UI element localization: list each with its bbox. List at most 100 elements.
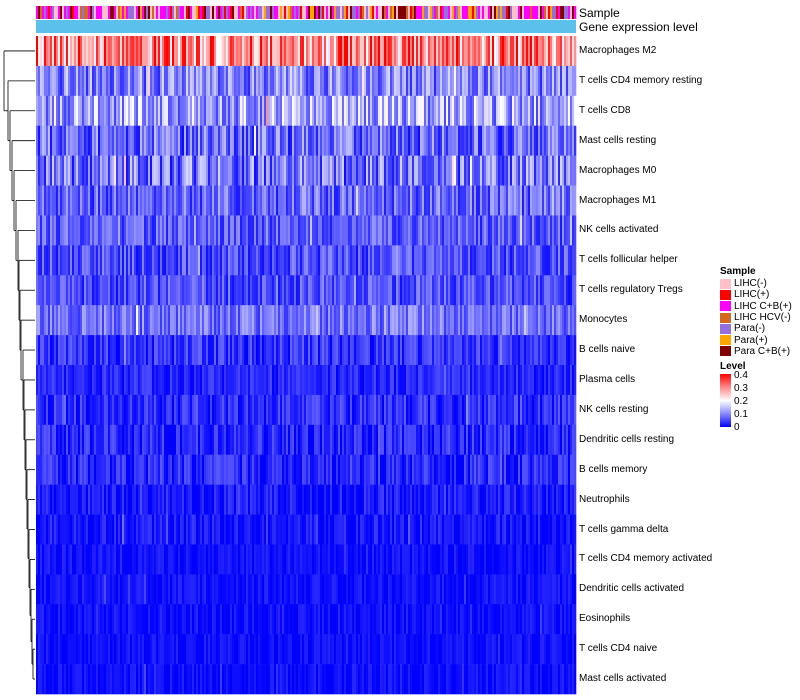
heatmap-cell bbox=[234, 155, 237, 186]
heatmap-cell bbox=[270, 544, 273, 575]
heatmap-cell bbox=[120, 36, 123, 67]
sample-annotation-cell bbox=[428, 6, 431, 19]
heatmap-cell bbox=[412, 95, 415, 127]
heatmap-cell bbox=[532, 394, 535, 426]
heatmap-cell bbox=[190, 454, 193, 485]
heatmap-cell bbox=[562, 394, 565, 426]
sample-annotation-cell bbox=[118, 6, 121, 19]
heatmap-cell bbox=[538, 424, 541, 456]
heatmap-cell bbox=[320, 155, 323, 186]
heatmap-cell bbox=[504, 275, 507, 306]
heatmap-cell bbox=[166, 185, 169, 216]
heatmap-cell bbox=[426, 185, 429, 216]
heatmap-cell bbox=[124, 65, 127, 97]
sample-annotation-cell bbox=[208, 6, 211, 19]
heatmap-cell bbox=[396, 365, 399, 396]
heatmap-cell bbox=[350, 185, 353, 216]
heatmap-cell bbox=[438, 95, 441, 127]
heatmap-cell bbox=[222, 365, 225, 396]
heatmap-cell bbox=[164, 394, 167, 426]
heatmap-cell bbox=[242, 365, 245, 396]
heatmap-cell bbox=[344, 185, 347, 216]
sample-annotation-cell bbox=[266, 6, 269, 19]
heatmap-cell bbox=[284, 185, 287, 216]
heatmap-cell bbox=[180, 335, 183, 366]
heatmap-cell bbox=[102, 65, 105, 97]
heatmap-cell bbox=[266, 275, 269, 306]
heatmap-cell bbox=[448, 215, 451, 246]
heatmap-cell bbox=[200, 424, 203, 456]
heatmap-cell bbox=[486, 305, 489, 336]
heatmap-cell bbox=[358, 275, 361, 306]
heatmap-cell bbox=[68, 65, 71, 97]
heatmap-cell bbox=[302, 484, 305, 515]
heatmap-cell bbox=[498, 125, 501, 156]
heatmap-cell bbox=[290, 514, 293, 545]
heatmap-cell bbox=[338, 514, 341, 545]
heatmap-cell bbox=[560, 305, 563, 336]
heatmap-cell bbox=[202, 424, 205, 456]
heatmap-cell bbox=[402, 245, 405, 276]
heatmap-cell bbox=[322, 36, 325, 67]
heatmap-cell bbox=[524, 125, 527, 156]
heatmap-cell bbox=[186, 275, 189, 306]
heatmap-cell bbox=[534, 36, 537, 67]
heatmap-cell bbox=[228, 36, 231, 67]
heatmap-cell bbox=[298, 36, 301, 67]
heatmap-cell bbox=[382, 36, 385, 67]
sample-annotation-cell bbox=[388, 6, 391, 19]
heatmap-cell bbox=[126, 155, 129, 186]
heatmap-cell bbox=[66, 95, 69, 127]
heatmap-cell bbox=[240, 335, 243, 366]
heatmap-cell bbox=[350, 65, 353, 97]
heatmap-cell bbox=[234, 305, 237, 336]
heatmap-cell bbox=[484, 335, 487, 366]
heatmap-cell bbox=[186, 215, 189, 246]
heatmap-cell bbox=[512, 125, 515, 156]
heatmap-cell bbox=[564, 365, 567, 396]
heatmap-cell bbox=[266, 185, 269, 216]
heatmap-cell bbox=[176, 394, 179, 426]
heatmap-cell bbox=[236, 95, 239, 127]
heatmap-cell bbox=[220, 514, 223, 545]
heatmap-cell bbox=[508, 454, 511, 485]
sample-annotation-cell bbox=[310, 6, 313, 19]
heatmap-cell bbox=[262, 245, 265, 276]
heatmap-cell bbox=[336, 305, 339, 336]
heatmap-cell bbox=[152, 185, 155, 216]
heatmap-cell bbox=[354, 95, 357, 127]
sample-annotation-cell bbox=[214, 6, 217, 19]
heatmap-cell bbox=[470, 125, 473, 156]
heatmap-cell bbox=[304, 185, 307, 216]
heatmap-cell bbox=[146, 424, 149, 456]
heatmap-cell bbox=[276, 125, 279, 156]
heatmap-cell bbox=[46, 484, 49, 515]
heatmap-cell bbox=[38, 514, 41, 545]
heatmap-cell bbox=[484, 245, 487, 276]
heatmap-cell bbox=[52, 275, 55, 306]
heatmap-cell bbox=[304, 394, 307, 426]
heatmap-cell bbox=[550, 215, 553, 246]
heatmap-cell bbox=[284, 215, 287, 246]
heatmap-cell bbox=[570, 95, 573, 127]
heatmap-cell bbox=[298, 335, 301, 366]
heatmap-cell bbox=[352, 484, 355, 515]
heatmap-cell bbox=[78, 125, 81, 156]
heatmap-cell bbox=[80, 544, 83, 575]
heatmap-cell bbox=[472, 275, 475, 306]
heatmap-cell bbox=[238, 125, 241, 156]
heatmap-cell bbox=[508, 65, 511, 97]
heatmap-cell bbox=[552, 454, 555, 485]
heatmap-cell bbox=[256, 65, 259, 97]
heatmap-cell bbox=[196, 245, 199, 276]
heatmap-cell bbox=[542, 125, 545, 156]
heatmap-cell bbox=[278, 36, 281, 67]
heatmap-cell bbox=[504, 335, 507, 366]
heatmap-cell bbox=[288, 394, 291, 426]
heatmap-cell bbox=[112, 365, 115, 396]
heatmap-cell bbox=[422, 275, 425, 306]
heatmap-cell bbox=[474, 394, 477, 426]
heatmap-cell bbox=[72, 185, 75, 216]
heatmap-cell bbox=[440, 394, 443, 426]
heatmap-cell bbox=[370, 484, 373, 515]
